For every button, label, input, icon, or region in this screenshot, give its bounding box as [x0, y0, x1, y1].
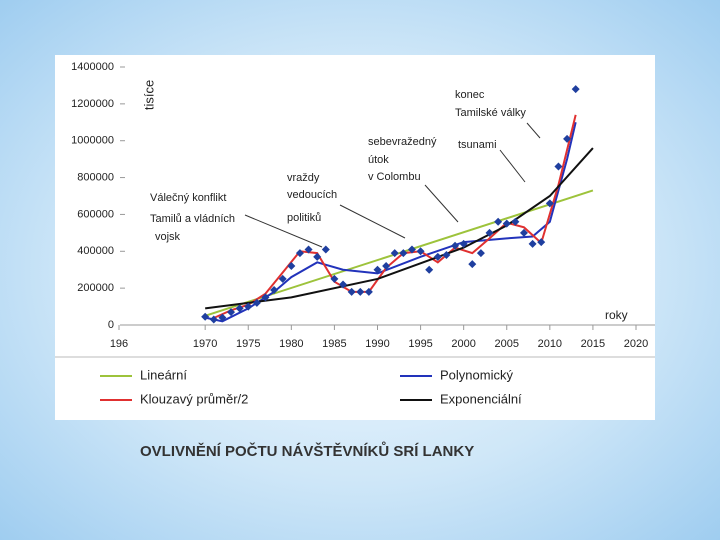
data-point	[339, 280, 348, 289]
x-tick-label: 2020	[624, 338, 648, 350]
data-point	[468, 260, 477, 269]
annotation: vojsk	[155, 231, 181, 243]
y-axis-label: tisíce	[141, 80, 156, 110]
data-point	[519, 228, 528, 237]
data-point	[347, 287, 356, 296]
y-tick-label: 800000	[77, 171, 114, 183]
y-tick-label: 1400000	[71, 61, 114, 73]
data-point	[252, 298, 261, 307]
data-point	[571, 85, 580, 94]
data-point	[399, 249, 408, 258]
data-point	[227, 308, 236, 317]
annotation: vedoucích	[287, 189, 337, 201]
y-tick-label: 0	[108, 319, 114, 331]
data-point	[278, 274, 287, 283]
annotation: Tamilské války	[455, 107, 526, 119]
y-tick-label: 200000	[77, 282, 114, 294]
legend-label: Lineární	[140, 367, 187, 382]
legend-label: Exponenciální	[440, 391, 522, 406]
data-point	[494, 217, 503, 226]
data-point	[528, 239, 537, 248]
data-point	[382, 262, 391, 271]
data-point	[201, 312, 210, 321]
annotation-leader	[244, 214, 323, 248]
annotation-leader	[339, 204, 406, 239]
x-axis-label: roky	[605, 308, 628, 322]
annotation: v Colombu	[368, 171, 421, 183]
data-point	[244, 302, 253, 311]
annotation: Válečný konflikt	[150, 192, 226, 204]
annotation-leader	[526, 122, 541, 139]
data-point	[433, 252, 442, 261]
data-point	[209, 315, 218, 324]
data-point	[321, 245, 330, 254]
chart-title: OVLIVNĚNÍ POČTU NÁVŠTĚVNÍKŮ SRÍ LANKY	[140, 441, 474, 460]
data-point	[425, 265, 434, 274]
data-point	[261, 293, 270, 302]
annotation: vraždy	[287, 172, 320, 184]
data-point	[364, 287, 373, 296]
annotation: politiků	[287, 212, 321, 224]
data-point	[390, 249, 399, 258]
annotation: Tamilů a vládních	[150, 213, 235, 225]
data-point	[407, 245, 416, 254]
data-point	[502, 219, 511, 228]
annotation: sebevražedný	[368, 136, 437, 148]
annotation-leader	[424, 184, 459, 223]
data-point	[416, 247, 425, 256]
data-point	[442, 250, 451, 259]
data-point	[485, 228, 494, 237]
y-tick-label: 400000	[77, 245, 114, 257]
data-point	[287, 262, 296, 271]
data-point	[545, 199, 554, 208]
x-tick-label: 1975	[236, 338, 260, 350]
x-tick-label: 2005	[495, 338, 519, 350]
x-tick-label: 2015	[581, 338, 605, 350]
data-point	[356, 287, 365, 296]
x-tick-label: 1990	[365, 338, 389, 350]
legend-label: Polynomický	[440, 367, 513, 382]
annotation: tsunami	[458, 139, 497, 151]
x-tick-label: 1995	[408, 338, 432, 350]
x-tick-label: 196	[110, 338, 128, 350]
chart-panel	[55, 55, 655, 420]
data-point	[304, 245, 313, 254]
x-tick-label: 1970	[193, 338, 217, 350]
data-point	[235, 304, 244, 313]
x-tick-label: 1985	[322, 338, 346, 350]
data-point	[330, 274, 339, 283]
annotation-leader	[499, 149, 526, 183]
data-point	[313, 252, 322, 261]
annotation: útok	[368, 154, 389, 166]
y-tick-label: 1200000	[71, 98, 114, 110]
x-tick-label: 2010	[538, 338, 562, 350]
legend-label: Klouzavý průměr/2	[140, 391, 248, 406]
data-point	[511, 217, 520, 226]
y-tick-label: 1000000	[71, 135, 114, 147]
data-point	[295, 249, 304, 258]
annotation: konec	[455, 89, 485, 101]
data-point	[476, 249, 485, 258]
data-point	[563, 134, 572, 143]
data-point	[459, 239, 468, 248]
x-tick-label: 1980	[279, 338, 303, 350]
data-point	[373, 265, 382, 274]
data-point	[554, 162, 563, 171]
x-tick-label: 2000	[451, 338, 475, 350]
y-tick-label: 600000	[77, 208, 114, 220]
data-point	[270, 285, 279, 294]
data-point	[218, 313, 227, 322]
data-point	[451, 241, 460, 250]
data-point	[537, 238, 546, 247]
